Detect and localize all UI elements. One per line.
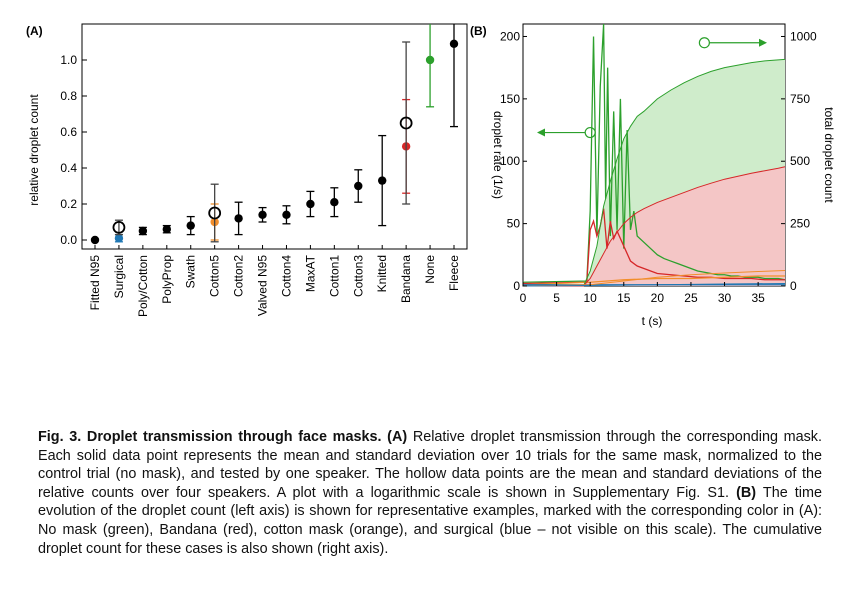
y-tick-label: 50 [507, 217, 521, 231]
panel-b-y-axis-label: droplet rate (1/s) [491, 111, 505, 199]
y-tick-label: 150 [500, 92, 520, 106]
panel-b-annotations [537, 37, 767, 139]
caption-text-a: Relative droplet transmission through th… [38, 429, 822, 501]
panel-b-series [522, 23, 786, 287]
y-tick-label: 0.6 [60, 125, 77, 139]
panel-a-label: (A) [26, 24, 43, 38]
cumulative-line [523, 58, 786, 287]
panel-b-y2-axis-label: total droplet count [822, 107, 836, 203]
solid-point [162, 225, 171, 234]
x-tick-label: 35 [751, 291, 765, 305]
panel-a-x-tick-labels: Fitted N95 Surgical Poly/Cotton PolyProp Swa… [88, 254, 461, 317]
x-tick-label: 5 [553, 291, 560, 305]
y2-tick-label: 500 [790, 154, 810, 168]
x-tick-label: Valved N95 [256, 255, 270, 316]
annotation-marker [584, 126, 596, 139]
caption-label-b: (B) [736, 484, 757, 501]
figure-canvas: (A) relative droplet count 0.00.20.40.60… [26, 23, 836, 328]
y-tick-label: 0.2 [60, 197, 77, 211]
solid-point [282, 210, 291, 219]
x-tick-label: Bandana [399, 255, 413, 303]
x-tick-label: Cotton1 [327, 255, 341, 297]
cumulative-fill [523, 166, 785, 286]
annotation-marker [698, 37, 710, 49]
y-tick-label: 0.0 [60, 233, 77, 247]
solid-point [449, 39, 459, 48]
x-tick-label: 10 [583, 291, 597, 305]
y2-tick-label: 250 [790, 217, 810, 231]
solid-point [138, 226, 148, 236]
panel-a-y-axis-label: relative droplet count [27, 94, 41, 206]
solid-point [378, 176, 387, 185]
x-tick-label: Knitted [375, 255, 389, 292]
x-tick-label: 30 [718, 291, 732, 305]
cumulative-line [522, 270, 786, 287]
x-tick-label: PolyProp [160, 255, 174, 304]
solid-point [234, 214, 243, 223]
x-tick-label: 25 [684, 291, 698, 305]
caption-title: Droplet transmission through face masks. [86, 429, 382, 445]
panel-b-x-axis-label: t (s) [642, 314, 663, 328]
panel-b-cumulative-fills [523, 59, 785, 287]
y-tick-label: 0 [513, 279, 520, 293]
y-tick-label: 100 [500, 154, 520, 168]
solid-point [425, 55, 435, 65]
solid-point [354, 181, 363, 191]
x-tick-label: Cotton3 [351, 255, 365, 297]
panel-a: (A) relative droplet count 0.00.20.40.60… [26, 23, 468, 317]
panel-b: (B) droplet rate (1/s) total droplet cou… [470, 23, 836, 328]
x-tick-label: Fitted N95 [88, 255, 102, 311]
x-tick-label: 20 [651, 291, 665, 305]
panel-a-ticks: 0.0 0.2 0.4 0.6 0.8 1.0 [60, 53, 455, 249]
x-tick-label: 15 [617, 291, 631, 305]
rate-line [522, 208, 785, 285]
y-tick-label: 0.4 [60, 161, 77, 175]
solid-point [258, 210, 267, 219]
y2-tick-label: 1000 [790, 29, 817, 43]
x-tick-label: Cotton5 [208, 255, 222, 297]
x-tick-label: 0 [520, 291, 527, 305]
x-tick-label: Cotton2 [232, 255, 246, 297]
arrowhead-right [759, 38, 767, 47]
x-tick-label: Surgical [112, 255, 126, 298]
x-tick-label: Swath [184, 255, 198, 288]
arrowhead-left [537, 128, 545, 137]
hollow-point [399, 116, 413, 130]
y-tick-label: 1.0 [60, 53, 77, 67]
y2-tick-label: 750 [790, 92, 810, 106]
y2-tick-label: 0 [790, 279, 797, 293]
solid-point [186, 221, 195, 230]
solid-point [90, 235, 100, 245]
x-tick-label: Cotton4 [279, 255, 293, 297]
panel-a-marks [90, 24, 459, 245]
y-tick-label: 200 [500, 29, 520, 43]
x-tick-label: MaxAT [303, 254, 317, 292]
panel-b-ticks: 0 5 10 15 20 25 30 35 0 50 100 150 200 0 250 500 750 1000 [500, 29, 817, 305]
rate-line [522, 275, 785, 286]
solid-point [306, 199, 315, 209]
solid-point [330, 198, 339, 207]
figure-caption: Fig. 3. Droplet transmission through fac… [38, 428, 822, 558]
hollow-point [112, 220, 126, 234]
cumulative-line [523, 166, 786, 287]
panel-b-label: (B) [470, 24, 487, 38]
x-tick-label: Poly/Cotton [136, 255, 150, 317]
caption-text-b: The time evolution of the droplet count … [38, 484, 822, 557]
caption-fig-label: Fig. 3. [38, 429, 82, 445]
panel-a-frame [81, 23, 468, 250]
x-tick-label: None [423, 255, 437, 284]
hollow-point [208, 206, 222, 220]
solid-point [114, 234, 124, 243]
y-tick-label: 0.8 [60, 89, 77, 103]
x-tick-label: Fleece [447, 255, 461, 291]
caption-label-a: (A) [387, 429, 408, 445]
